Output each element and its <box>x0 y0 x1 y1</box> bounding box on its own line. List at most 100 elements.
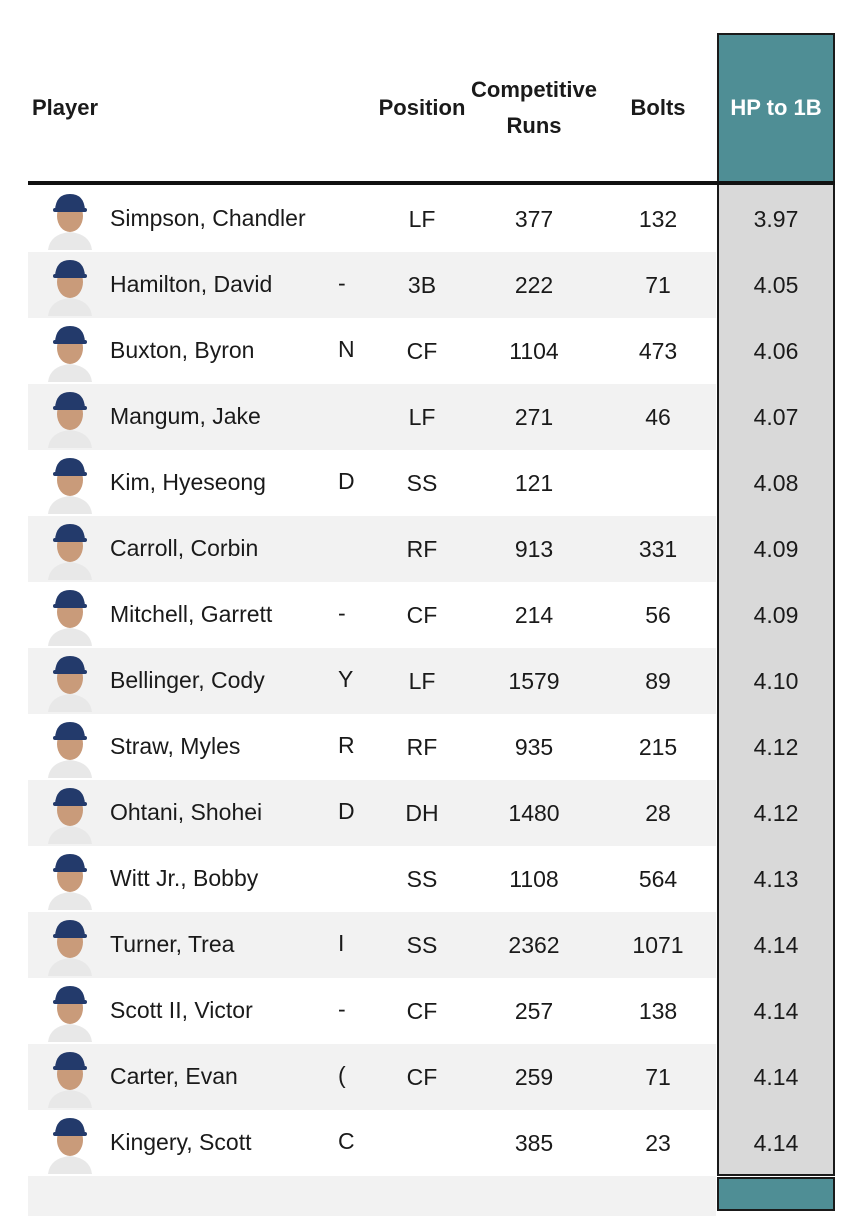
hp-to-1b: 4.06 <box>753 338 799 364</box>
bolts: 71 <box>645 1064 671 1090</box>
competitive-runs: 271 <box>514 404 554 430</box>
player-name: Straw, Myles <box>110 733 241 759</box>
bolts: 23 <box>645 1130 671 1156</box>
player-name: Witt Jr., Bobby <box>110 865 259 891</box>
hp-to-1b: 4.05 <box>753 272 799 298</box>
player-name: Kim, Hyeseong <box>110 469 266 495</box>
position: CF <box>406 998 438 1024</box>
competitive-runs: 1579 <box>508 668 560 694</box>
bolts: 473 <box>638 338 678 364</box>
bolts: 46 <box>645 404 671 430</box>
header-bolts: Bolts <box>630 95 686 120</box>
competitive-runs: 377 <box>514 206 554 232</box>
bolts: 56 <box>645 602 671 628</box>
row-bg <box>28 384 716 450</box>
row-bg <box>28 252 716 318</box>
hp-to-1b: 4.12 <box>753 734 799 760</box>
player-name: Ohtani, Shohei <box>110 799 263 825</box>
headshot <box>48 656 92 712</box>
headshot <box>44 914 96 976</box>
player-name: Mangum, Jake <box>110 403 261 429</box>
row-bg <box>28 780 716 846</box>
player-name: Hamilton, David <box>110 271 273 297</box>
position: 3B <box>407 272 437 298</box>
hp-column-bg <box>717 184 835 1176</box>
row-bg <box>28 912 716 978</box>
bolts: 331 <box>638 536 678 562</box>
player-name: Scott II, Victor <box>110 997 253 1023</box>
headshot <box>48 590 92 646</box>
bolts: 138 <box>638 998 678 1024</box>
clipped-text: - <box>338 270 346 296</box>
header-rule <box>28 181 835 185</box>
headshot <box>48 788 92 844</box>
clipped-text: D <box>338 468 355 494</box>
competitive-runs: 1104 <box>509 338 559 364</box>
hp-to-1b: 4.14 <box>753 932 799 958</box>
player-name: Simpson, Chandler <box>110 205 306 231</box>
clipped-text: N <box>338 336 355 362</box>
player-name: Buxton, Byron <box>110 337 255 363</box>
row-bg <box>28 1044 716 1110</box>
hp-to-1b: 4.09 <box>753 536 799 562</box>
player-name: Mitchell, Garrett <box>110 601 273 627</box>
headshot <box>44 188 96 250</box>
competitive-runs: 257 <box>514 998 554 1024</box>
headshot <box>48 260 92 316</box>
headshot <box>44 716 96 778</box>
headshot <box>44 518 96 580</box>
clipped-text: Y <box>338 666 354 692</box>
header-player: Player <box>32 95 99 120</box>
position: CF <box>406 1064 438 1090</box>
header-position: Position <box>378 95 466 120</box>
player-name: Kingery, Scott <box>110 1129 252 1155</box>
headshot <box>44 452 96 514</box>
player-name: Turner, Trea <box>110 931 235 957</box>
hp-to-1b: 4.14 <box>753 1064 799 1090</box>
hp-to-1b: 4.14 <box>753 998 799 1024</box>
headshot <box>48 1052 92 1108</box>
bolts: 1071 <box>632 932 684 958</box>
bolts: 71 <box>645 272 671 298</box>
position: LF <box>408 668 436 694</box>
hp-to-1b: 4.10 <box>753 668 799 694</box>
position: SS <box>406 470 438 496</box>
clipped-text: R <box>338 732 355 758</box>
clipped-text: D <box>338 798 355 824</box>
hp-to-1b: 4.09 <box>753 602 799 628</box>
row-bg <box>28 648 716 714</box>
competitive-runs: 935 <box>514 734 554 760</box>
clipped-text: - <box>338 600 346 626</box>
competitive-runs: 259 <box>514 1064 554 1090</box>
hp-column-next <box>717 1177 835 1211</box>
headshot <box>44 320 96 382</box>
position: SS <box>406 866 438 892</box>
bolts: 132 <box>638 206 678 232</box>
position: SS <box>406 932 438 958</box>
headshot <box>48 986 92 1042</box>
headshot <box>48 392 92 448</box>
headshot <box>48 194 92 250</box>
headshot <box>44 980 96 1042</box>
hp-to-1b: 4.07 <box>753 404 799 430</box>
headshot <box>48 524 92 580</box>
bolts: 89 <box>645 668 671 694</box>
headshot <box>44 848 96 910</box>
headshot <box>44 584 96 646</box>
competitive-runs: 121 <box>514 470 554 496</box>
competitive-runs: 385 <box>514 1130 554 1156</box>
position: CF <box>406 602 438 628</box>
headshot <box>48 920 92 976</box>
clipped-text: I <box>338 930 345 956</box>
headshot <box>48 326 92 382</box>
headshot <box>44 650 96 712</box>
competitive-runs: 2362 <box>508 932 560 958</box>
bolts: 564 <box>638 866 678 892</box>
headshot <box>44 1112 96 1174</box>
hp-to-1b: 4.14 <box>753 1130 799 1156</box>
competitive-runs: 222 <box>514 272 554 298</box>
header-hp: HP to 1B <box>730 95 822 120</box>
headshot <box>44 254 96 316</box>
